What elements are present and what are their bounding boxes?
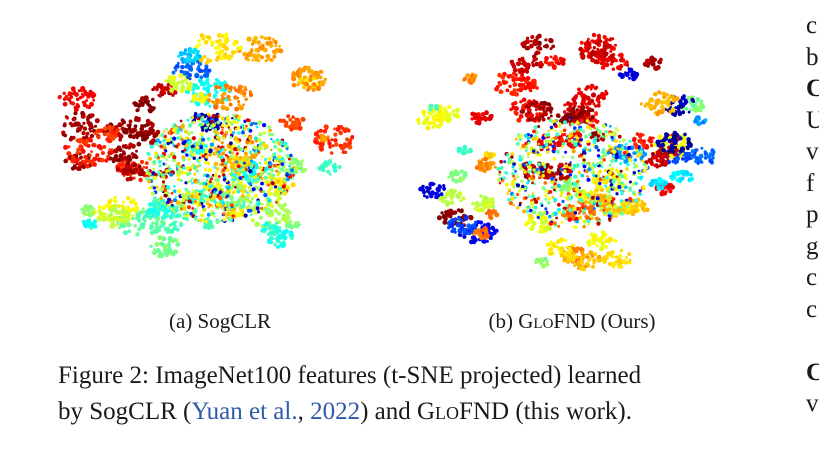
right-fragment-line: U [806,106,819,134]
right-fragment-line: v [806,138,819,165]
citation-year-link[interactable]: 2022 [310,398,361,425]
right-fragment-line: C [806,358,819,386]
caption-text-2b: ) and [360,398,417,425]
caption-text-1: ImageNet100 features (t-SNE projected) l… [155,362,642,389]
tsne-scatter-glofnd [416,32,716,272]
right-fragment-line: v [806,390,819,417]
tsne-plot-sogclr [44,28,354,278]
citation-separator: , [297,398,311,425]
citation-author-link[interactable]: Yuan et al. [191,398,298,425]
subcaption-a-label: (a) [168,309,193,333]
right-fragment-line: C [806,75,819,102]
right-fragment-line: b [806,43,819,71]
right-column-text-fragment: c b C U v f p g c c C v [806,10,819,420]
tsne-plot-glofnd [408,28,718,278]
right-fragment-line: c [806,264,818,291]
caption-line-1: Figure 2: ImageNet100 features (t-SNE pr… [58,358,778,394]
right-fragment-line: p [806,201,819,228]
right-fragment-line: f [806,169,815,197]
right-fragment-line: g [806,232,819,260]
right-fragment-line [806,325,819,357]
caption-method-name: GloFND [417,398,510,425]
caption-text-2a: by SogCLR ( [58,398,192,425]
caption-text-2c: (this work). [509,398,632,425]
subcaption-b-name: GloFND [518,309,596,333]
figure-caption: Figure 2: ImageNet100 features (t-SNE pr… [58,358,778,430]
subcaption-b-suffix: (Ours) [600,309,656,333]
subcaption-a-name: SogCLR [197,309,272,333]
subcaption-b-label: (b) [488,309,514,333]
subcaption-b: (b) GloFND (Ours) [432,309,712,334]
tsne-scatter-sogclr [57,32,354,259]
right-fragment-line: c [806,295,818,323]
subcaption-a: (a) SogCLR [130,309,310,334]
caption-line-2: by SogCLR (Yuan et al., 2022) and GloFND… [58,394,778,430]
caption-label: Figure 2: [58,362,149,389]
right-fragment-line: c [806,12,818,39]
